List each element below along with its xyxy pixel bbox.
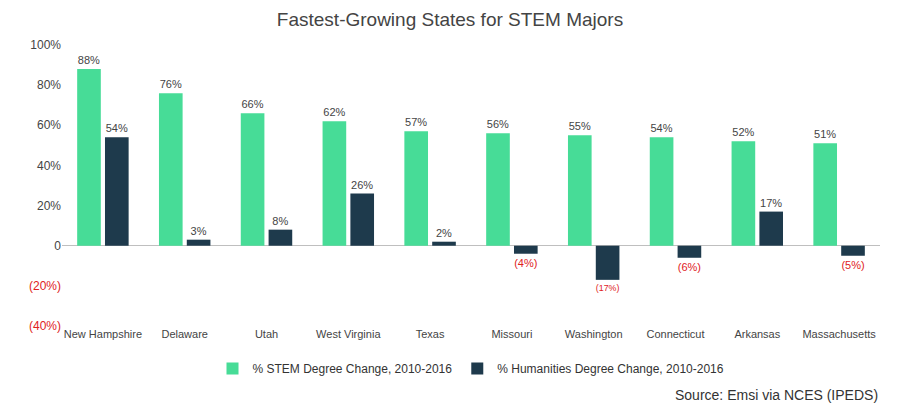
svg-text:8%: 8% — [272, 215, 288, 227]
svg-text:Washington: Washington — [565, 328, 623, 340]
svg-text:66%: 66% — [241, 98, 263, 110]
svg-text:Missouri: Missouri — [491, 328, 532, 340]
svg-text:2%: 2% — [436, 227, 452, 239]
svg-text:West Virginia: West Virginia — [316, 328, 381, 340]
svg-text:17%: 17% — [760, 197, 782, 209]
svg-text:Arkansas: Arkansas — [734, 328, 780, 340]
svg-text:Texas: Texas — [416, 328, 445, 340]
svg-text:(6%): (6%) — [678, 261, 701, 273]
svg-text:54%: 54% — [650, 122, 672, 134]
svg-text:Utah: Utah — [255, 328, 278, 340]
svg-text:60%: 60% — [37, 118, 61, 132]
svg-text:40%: 40% — [37, 159, 61, 173]
svg-text:% STEM Degree Change, 2010-201: % STEM Degree Change, 2010-2016 — [253, 362, 453, 376]
svg-text:(4%): (4%) — [514, 257, 537, 269]
svg-text:55%: 55% — [569, 120, 591, 132]
svg-text:(40%): (40%) — [29, 319, 61, 333]
svg-text:100%: 100% — [30, 38, 61, 52]
svg-text:Source: Emsi via NCES (IPEDS): Source: Emsi via NCES (IPEDS) — [675, 387, 878, 403]
svg-text:(5%): (5%) — [841, 259, 864, 271]
svg-text:Delaware: Delaware — [161, 328, 207, 340]
svg-text:0: 0 — [54, 239, 61, 253]
svg-text:3%: 3% — [191, 225, 207, 237]
svg-text:Fastest-Growing States for STE: Fastest-Growing States for STEM Majors — [277, 9, 623, 30]
svg-text:% Humanities Degree Change, 20: % Humanities Degree Change, 2010-2016 — [497, 362, 723, 376]
svg-text:(17%): (17%) — [596, 283, 620, 293]
svg-text:52%: 52% — [732, 126, 754, 138]
svg-text:20%: 20% — [37, 199, 61, 213]
svg-text:(20%): (20%) — [29, 279, 61, 293]
svg-text:New Hampshire: New Hampshire — [64, 328, 142, 340]
svg-text:80%: 80% — [37, 78, 61, 92]
svg-text:57%: 57% — [405, 116, 427, 128]
svg-text:88%: 88% — [78, 54, 100, 66]
svg-text:62%: 62% — [323, 106, 345, 118]
svg-text:Connecticut: Connecticut — [646, 328, 704, 340]
svg-text:54%: 54% — [106, 122, 128, 134]
svg-text:Massachusetts: Massachusetts — [802, 328, 876, 340]
svg-text:51%: 51% — [814, 128, 836, 140]
svg-text:26%: 26% — [351, 179, 373, 191]
svg-text:56%: 56% — [487, 118, 509, 130]
svg-text:76%: 76% — [160, 78, 182, 90]
